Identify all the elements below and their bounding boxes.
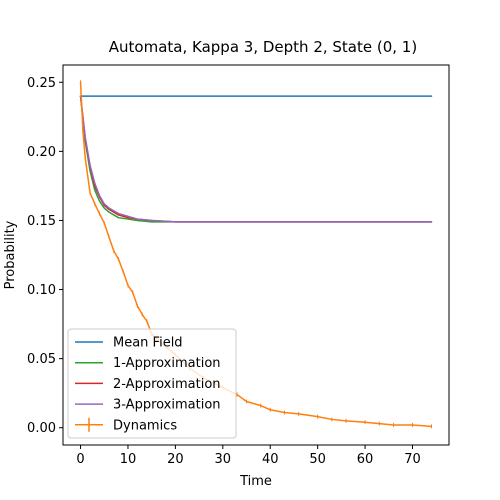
x-tick-label: 0 [76, 452, 84, 467]
y-tick-label: 0.25 [27, 76, 56, 91]
x-tick-label: 20 [167, 452, 184, 467]
x-axis-label: Time [239, 474, 272, 489]
x-tick-label: 40 [262, 452, 279, 467]
x-tick-label: 70 [404, 452, 421, 467]
y-tick-label: 0.05 [27, 352, 56, 367]
y-axis-label: Probability [3, 220, 18, 289]
x-tick-label: 60 [357, 452, 374, 467]
legend-box [67, 328, 237, 439]
x-tick-label: 10 [120, 452, 137, 467]
legend-label: Mean Field [113, 336, 183, 351]
y-tick-label: 0.15 [27, 214, 56, 229]
legend-label: 3-Approximation [113, 398, 221, 413]
axes-frame [62, 64, 450, 446]
y-tick-label: 0.20 [27, 145, 56, 160]
y-tick-label: 0.10 [27, 283, 56, 298]
series-line-2 [79, 95, 433, 223]
y-tick-label: 0.00 [27, 421, 56, 436]
series-line-3 [79, 95, 433, 223]
x-tick-label: 30 [215, 452, 232, 467]
x-tick-label: 50 [309, 452, 326, 467]
legend-label: Dynamics [113, 418, 177, 433]
legend-label: 2-Approximation [113, 377, 221, 392]
legend-label: 1-Approximation [113, 356, 221, 371]
chart-title: Automata, Kappa 3, Depth 2, State (0, 1) [109, 38, 417, 56]
series-line-4 [79, 95, 433, 223]
legend: Mean Field 1-Approximation 2-Approximation… [67, 328, 237, 439]
